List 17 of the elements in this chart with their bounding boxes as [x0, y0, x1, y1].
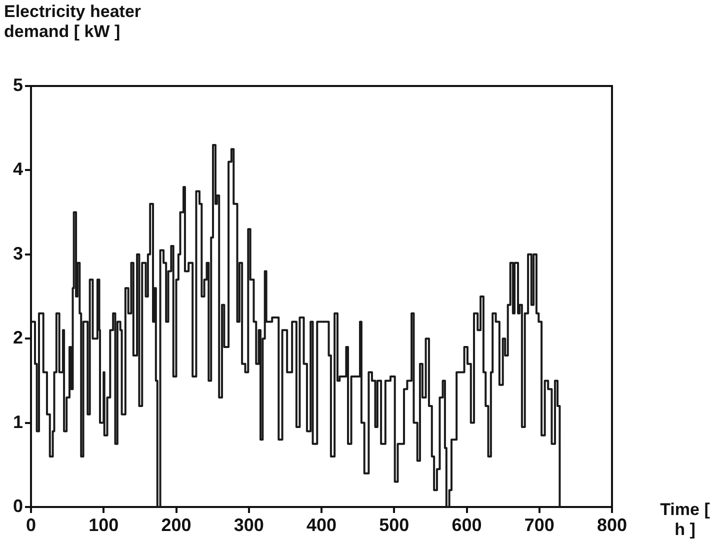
y-tick-label: 2 [12, 328, 23, 348]
x-tick-label: 800 [596, 514, 628, 535]
x-tick-label: 0 [26, 514, 36, 535]
y-tick-label: 1 [12, 412, 23, 432]
y-tick-label: 3 [12, 243, 23, 264]
y-axis-title: Electricity heater demand [ kW ] [4, 2, 142, 42]
x-tick-label: 300 [234, 514, 264, 535]
x-axis-title: Time [ h ] [660, 500, 710, 540]
x-tick-label: 400 [306, 514, 337, 535]
y-tick-label: 5 [12, 74, 23, 95]
x-tick-label: 200 [161, 514, 192, 535]
x-tick-label: 700 [524, 514, 554, 535]
y-tick-label: 0 [12, 496, 23, 516]
x-tick-label: 500 [379, 514, 410, 535]
x-tick-label: 600 [452, 514, 482, 535]
x-tick-label: 100 [88, 514, 119, 535]
y-tick-label: 4 [12, 159, 23, 180]
